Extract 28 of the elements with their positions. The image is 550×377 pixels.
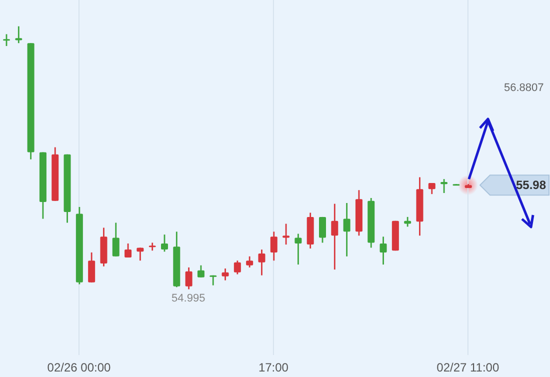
candlestick xyxy=(404,216,412,228)
text: 55.98 xyxy=(516,178,546,192)
candlestick xyxy=(161,234,168,252)
candlestick xyxy=(440,178,448,194)
annotation: 54.995 xyxy=(172,292,206,304)
candlestick xyxy=(258,248,266,276)
candlestick xyxy=(319,216,326,244)
text: 56.8807 xyxy=(504,82,544,94)
candlestick xyxy=(331,203,338,270)
candlestick xyxy=(270,230,278,262)
x-tick-label: 02/27 11:00 xyxy=(436,360,500,375)
candlestick xyxy=(197,264,204,278)
candlestick xyxy=(3,33,10,47)
candlestick xyxy=(246,256,254,268)
candlestick xyxy=(185,266,192,290)
x-tick-label: 17:00 xyxy=(258,360,289,375)
candlestick xyxy=(294,233,302,266)
x-tick-label: 02/26 00:00 xyxy=(47,360,112,375)
candlestick xyxy=(282,223,290,246)
candlestick xyxy=(380,236,387,266)
candlestick xyxy=(136,247,144,262)
candlestick xyxy=(112,222,120,258)
candlestick xyxy=(234,260,241,275)
candlestick xyxy=(222,268,229,282)
candlestick xyxy=(343,202,350,258)
candlestick xyxy=(124,242,132,258)
candlestick xyxy=(88,252,96,284)
candlestick xyxy=(428,182,436,195)
